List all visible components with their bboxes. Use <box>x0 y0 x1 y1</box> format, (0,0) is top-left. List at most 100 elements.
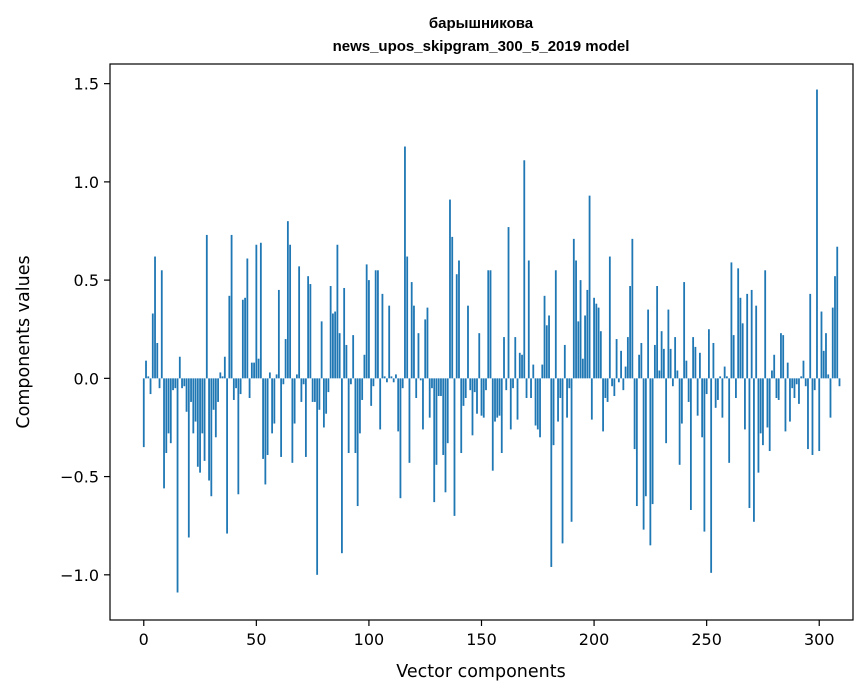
bar <box>793 378 796 398</box>
bar <box>757 378 760 473</box>
bar <box>541 364 544 379</box>
bar <box>728 378 731 463</box>
bar <box>570 378 573 522</box>
bar <box>268 372 271 379</box>
bar <box>773 354 776 379</box>
bar <box>816 89 818 379</box>
bar <box>172 378 174 391</box>
x-tick-label: 250 <box>691 630 722 649</box>
bar <box>762 378 764 446</box>
bar <box>302 378 305 385</box>
bar <box>674 337 677 379</box>
bar <box>476 378 478 414</box>
bar <box>442 378 445 455</box>
bar <box>620 350 622 379</box>
bar <box>149 378 152 395</box>
bar <box>543 295 546 379</box>
bar <box>563 344 566 379</box>
bar <box>444 378 447 493</box>
bar <box>462 378 465 406</box>
bar <box>597 307 600 379</box>
bar <box>311 378 314 402</box>
bar <box>381 293 384 379</box>
bar <box>322 378 325 428</box>
bar <box>336 244 339 379</box>
bar <box>190 378 192 402</box>
bar <box>683 282 686 379</box>
bar <box>226 378 228 534</box>
bar <box>142 378 145 448</box>
bar <box>755 305 758 379</box>
bar <box>818 378 821 452</box>
bar <box>392 378 395 383</box>
y-tick-label: 0.0 <box>74 369 99 388</box>
bar <box>685 360 688 379</box>
bar <box>334 311 337 379</box>
bar <box>406 256 409 379</box>
y-tick-label: 0.5 <box>74 271 99 290</box>
bar <box>332 313 334 379</box>
bar <box>503 337 505 379</box>
chart-title: барышникова <box>429 15 534 32</box>
bar <box>419 378 422 381</box>
bar <box>469 378 472 391</box>
bar <box>712 342 715 379</box>
bar <box>514 337 517 379</box>
bar <box>548 315 550 379</box>
bar <box>602 378 604 432</box>
bar <box>181 378 183 389</box>
bar <box>471 378 474 436</box>
bar <box>239 378 242 395</box>
bar <box>453 378 456 516</box>
bar <box>653 344 656 379</box>
x-axis-ticks: 0 50 100 150 200 250 300 <box>139 620 835 649</box>
bar <box>557 378 559 422</box>
bar <box>491 378 494 471</box>
bar <box>300 378 303 402</box>
bar <box>176 378 179 593</box>
x-tick-label: 100 <box>354 630 385 649</box>
bar <box>237 378 240 495</box>
bar <box>397 378 400 432</box>
bar <box>208 378 210 481</box>
bar <box>408 378 411 463</box>
bar <box>496 378 499 418</box>
bar <box>244 297 246 379</box>
bar <box>480 378 483 416</box>
bar <box>581 358 584 379</box>
bar <box>771 370 773 379</box>
bar <box>831 307 834 379</box>
bar <box>417 333 420 379</box>
bar <box>174 378 177 389</box>
bar <box>714 378 717 408</box>
bar <box>253 362 255 379</box>
bar <box>766 378 769 428</box>
bar <box>464 378 467 398</box>
bar <box>737 268 740 379</box>
bar <box>165 378 168 454</box>
bar <box>669 348 672 379</box>
bar <box>354 378 357 454</box>
bar <box>196 378 199 467</box>
bar <box>422 378 424 430</box>
bar <box>485 378 487 391</box>
bar <box>282 378 285 385</box>
bar <box>809 293 812 379</box>
bar <box>660 331 663 379</box>
bar <box>507 227 510 379</box>
bar <box>782 335 785 379</box>
bar <box>372 378 375 387</box>
bar <box>584 315 586 379</box>
bar <box>460 378 463 454</box>
bar <box>250 362 253 379</box>
bar <box>744 378 746 430</box>
bar <box>604 378 607 398</box>
bar <box>784 378 787 432</box>
bar <box>183 378 186 387</box>
y-tick-label: −0.5 <box>60 468 99 487</box>
x-tick-label: 200 <box>579 630 610 649</box>
bar <box>329 286 332 379</box>
bar <box>644 378 647 497</box>
bar <box>386 378 388 383</box>
bar <box>608 256 611 379</box>
